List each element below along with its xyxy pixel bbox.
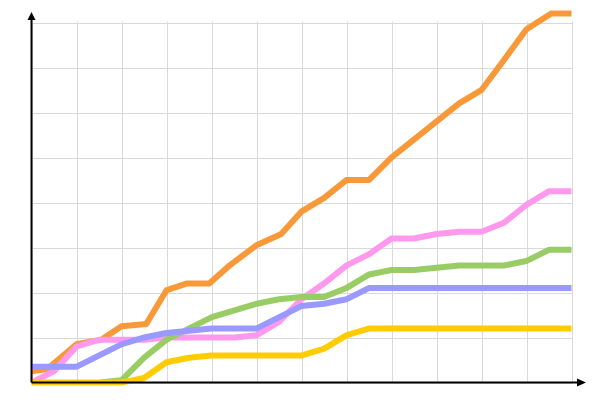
series-line-yellow-series <box>31 325 572 386</box>
x-axis-arrow-icon <box>577 378 586 387</box>
series-line-purple-series <box>31 285 572 370</box>
series-line-green-series <box>31 246 572 386</box>
axes-group <box>27 12 586 387</box>
series-line-orange-series <box>31 10 572 375</box>
vertical-gridlines <box>32 21 573 383</box>
y-axis-arrow-icon <box>27 12 36 20</box>
